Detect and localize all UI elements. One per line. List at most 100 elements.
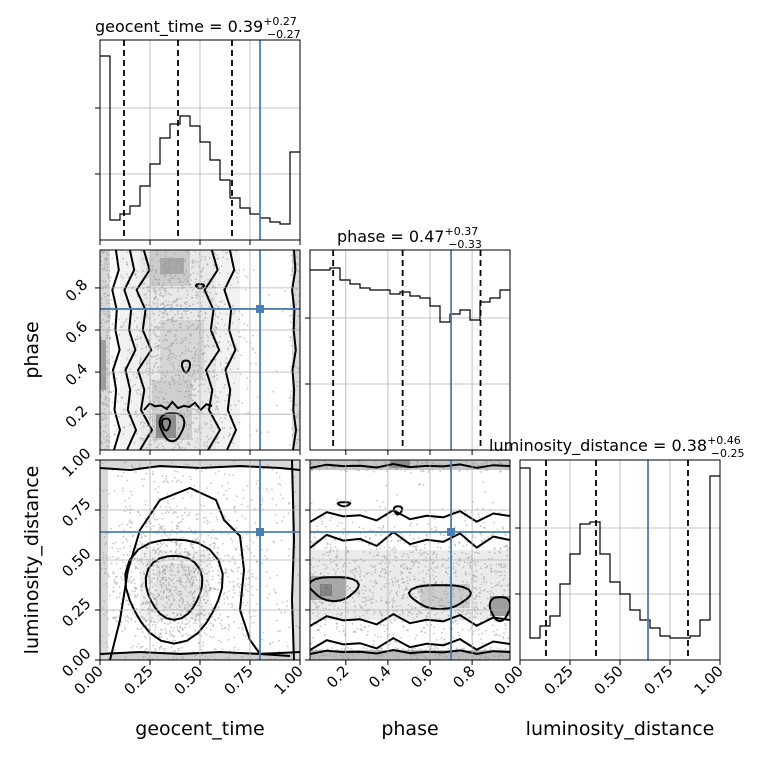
sample-point <box>378 505 381 508</box>
contour-line <box>135 250 154 450</box>
sample-point <box>445 597 448 600</box>
sample-point <box>269 642 272 645</box>
sample-point <box>342 630 345 633</box>
sample-point <box>420 588 423 591</box>
sample-point <box>183 412 186 414</box>
sample-point <box>171 603 174 606</box>
sample-point <box>488 551 491 554</box>
sample-point <box>390 540 393 542</box>
sample-point <box>231 570 233 572</box>
sample-point <box>167 300 170 303</box>
sample-point <box>187 607 189 609</box>
sample-point <box>201 648 204 651</box>
sample-point <box>482 481 485 483</box>
sample-point <box>171 434 174 437</box>
sample-point <box>128 579 131 582</box>
sample-point <box>491 501 494 504</box>
sample-point <box>113 578 116 581</box>
sample-point <box>221 648 224 650</box>
sample-point <box>105 582 108 585</box>
sample-point <box>378 574 381 576</box>
sample-point <box>192 289 194 291</box>
x-tick-label: 0.75 <box>640 662 676 698</box>
sample-point <box>214 472 217 475</box>
sample-point <box>103 536 106 539</box>
sample-point <box>157 434 160 437</box>
sample-point <box>378 526 380 529</box>
sample-point <box>322 593 325 595</box>
sample-point <box>209 463 212 466</box>
sample-point <box>399 573 402 576</box>
sample-point <box>383 555 386 558</box>
sample-point <box>238 331 240 333</box>
sample-point <box>277 482 280 485</box>
sample-point <box>191 438 194 441</box>
sample-point <box>196 417 199 419</box>
sample-point <box>104 259 107 261</box>
sample-point <box>282 516 285 518</box>
sample-point <box>507 637 510 640</box>
sample-point <box>483 606 486 609</box>
sample-point <box>153 346 156 349</box>
sample-point <box>411 647 413 650</box>
sample-point <box>163 578 166 581</box>
sample-point <box>211 616 214 619</box>
sample-point <box>401 563 404 566</box>
sample-point <box>341 522 343 525</box>
sample-point <box>160 535 163 537</box>
sample-point <box>209 334 212 336</box>
sample-point <box>414 637 417 640</box>
sample-point <box>176 304 179 306</box>
sample-point <box>290 269 293 271</box>
sample-point <box>178 376 181 379</box>
sample-point <box>162 302 165 305</box>
sample-point <box>505 628 507 630</box>
sample-point <box>417 588 419 591</box>
sample-point <box>189 374 192 377</box>
sample-point <box>111 469 114 472</box>
sample-point <box>480 583 483 586</box>
sample-point <box>392 610 395 612</box>
sample-point <box>208 570 211 573</box>
sample-point <box>145 525 148 528</box>
sample-point <box>215 304 218 306</box>
sample-point <box>224 362 227 364</box>
sample-point <box>419 590 421 593</box>
sample-point <box>151 258 154 261</box>
y-tick-label: 0.50 <box>58 544 94 580</box>
sample-point <box>127 621 129 623</box>
sample-point <box>166 614 169 616</box>
sample-point <box>206 594 208 597</box>
sample-point <box>189 305 192 308</box>
sample-point <box>141 283 144 286</box>
sample-point <box>214 314 217 316</box>
sample-point <box>504 623 507 625</box>
sample-point <box>223 386 226 389</box>
sample-point <box>120 576 123 579</box>
sample-point <box>176 553 179 556</box>
sample-point <box>215 327 218 330</box>
sample-point <box>154 290 157 293</box>
sample-point <box>500 654 503 656</box>
sample-point <box>164 255 167 258</box>
sample-point <box>166 319 169 322</box>
sample-point <box>144 602 147 605</box>
sample-point <box>162 582 165 584</box>
sample-point <box>104 285 107 288</box>
sample-point <box>151 581 153 583</box>
sample-point <box>207 339 210 342</box>
sample-point <box>264 555 266 557</box>
sample-point <box>164 274 167 277</box>
sample-point <box>341 647 344 650</box>
sample-point <box>365 612 368 614</box>
sample-point <box>122 433 125 435</box>
sample-point <box>310 563 313 565</box>
sample-point <box>211 528 214 531</box>
sample-point <box>157 633 160 636</box>
sample-point <box>116 620 119 623</box>
sample-point <box>192 567 195 570</box>
sample-point <box>417 590 420 593</box>
sample-point <box>103 437 105 439</box>
sample-point <box>196 294 199 296</box>
sample-point <box>171 303 174 306</box>
